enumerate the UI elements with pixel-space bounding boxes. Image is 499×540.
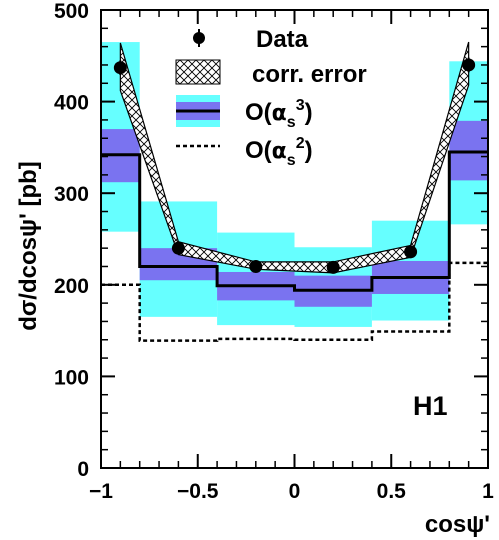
data-point (404, 245, 418, 259)
x-tick-label: 0.5 (377, 480, 407, 503)
x-tick-label: −0.5 (177, 480, 219, 503)
lo-prediction-line (101, 261, 488, 342)
data-points (113, 57, 476, 274)
data-point (462, 58, 476, 72)
y-tick-label: 100 (54, 366, 89, 389)
x-tick-label: −1 (89, 480, 113, 503)
data-point (171, 241, 185, 255)
data-point (326, 260, 340, 274)
legend: Data corr. error O(αs3) O(αs2) (175, 26, 367, 169)
x-axis-title: cosψ' (425, 511, 490, 538)
nlo-step-histogram (101, 150, 488, 292)
lo-step-histogram (101, 261, 488, 342)
y-axis-title: dσ/dcosψ' [pb] (15, 161, 42, 331)
data-point (113, 61, 127, 75)
x-tick-label: 0 (289, 480, 301, 503)
x-tick-label: 1 (482, 480, 494, 503)
data-point (249, 259, 263, 273)
legend-data-label: Data (256, 26, 309, 53)
nlo-prediction-line (101, 150, 488, 292)
legend-nlo-swatch (176, 95, 220, 127)
experiment-label: H1 (413, 391, 448, 421)
y-tick-label: 500 (54, 0, 89, 23)
legend-lo-label: O(αs2) (245, 135, 313, 169)
y-tick-label: 0 (77, 458, 89, 481)
y-tick-label: 400 (54, 92, 89, 115)
legend-data-marker (193, 29, 205, 47)
legend-nlo-label: O(αs3) (245, 97, 313, 131)
legend-corr-error-swatch (175, 59, 221, 85)
axis-ticks: −1 −0.5 0 0.5 1 0 100 200 300 400 500 (54, 0, 494, 503)
legend-corr-error-label: corr. error (252, 61, 367, 88)
y-tick-label: 300 (54, 183, 89, 206)
y-tick-label: 200 (54, 275, 89, 298)
